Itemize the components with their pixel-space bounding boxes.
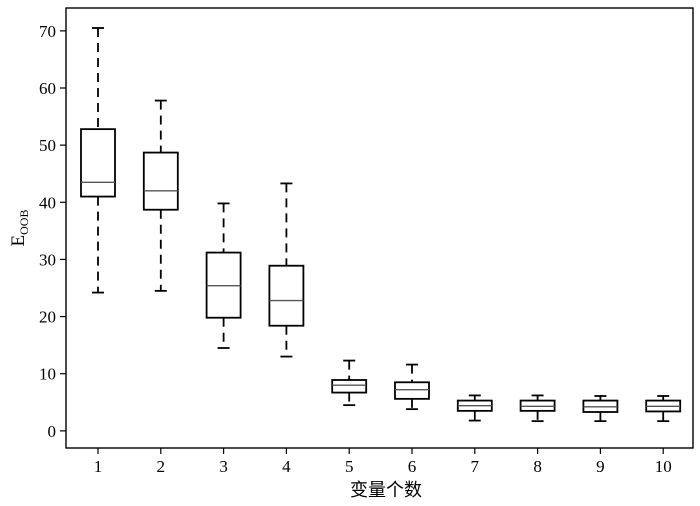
- iqr-box: [80, 128, 116, 198]
- y-tick-label: 40: [39, 193, 56, 212]
- iqr-box: [331, 379, 368, 394]
- x-tick-label: 9: [596, 457, 605, 476]
- box-4: [268, 182, 305, 358]
- y-tick-label: 0: [48, 422, 57, 441]
- box-9: [582, 395, 619, 423]
- box-10: [645, 395, 682, 423]
- x-axis-title: 变量个数: [350, 480, 422, 501]
- y-tick-label: 10: [39, 365, 56, 384]
- x-tick-label: 6: [408, 457, 417, 476]
- y-tick-label: 20: [39, 308, 56, 327]
- iqr-box: [268, 264, 305, 327]
- y-tick-label: 50: [39, 136, 56, 155]
- x-tick-label: 10: [655, 457, 672, 476]
- plot-frame: [65, 7, 694, 449]
- y-tick-label: 70: [39, 22, 56, 41]
- box-3: [205, 202, 242, 349]
- x-tick-label: 4: [282, 457, 291, 476]
- y-axis-title-subscript: OOB: [17, 210, 31, 235]
- x-tick-label: 2: [157, 457, 166, 476]
- y-tick-label: 30: [39, 250, 56, 269]
- box-7: [456, 394, 493, 422]
- x-tick-label: 5: [345, 457, 354, 476]
- x-axis-ticks: 1 2 3 4 5 6 7 8 9 10: [94, 448, 672, 476]
- y-tick-label: 60: [39, 79, 56, 98]
- box-5: [331, 359, 368, 407]
- x-tick-label: 7: [471, 457, 480, 476]
- x-tick-label: 3: [219, 457, 228, 476]
- box-8: [519, 394, 556, 423]
- iqr-box: [394, 381, 430, 400]
- y-axis-title-main: E: [8, 235, 29, 247]
- box-6: [394, 363, 430, 411]
- iqr-box: [142, 151, 179, 211]
- box-1: [80, 27, 116, 294]
- box-2: [142, 99, 179, 292]
- x-tick-label: 1: [94, 457, 103, 476]
- x-tick-label: 8: [533, 457, 542, 476]
- box-series: [80, 27, 682, 423]
- y-axis-ticks: 0 10 20 30 40 50 60 70: [39, 22, 66, 441]
- y-axis-title: EOOB: [8, 210, 31, 247]
